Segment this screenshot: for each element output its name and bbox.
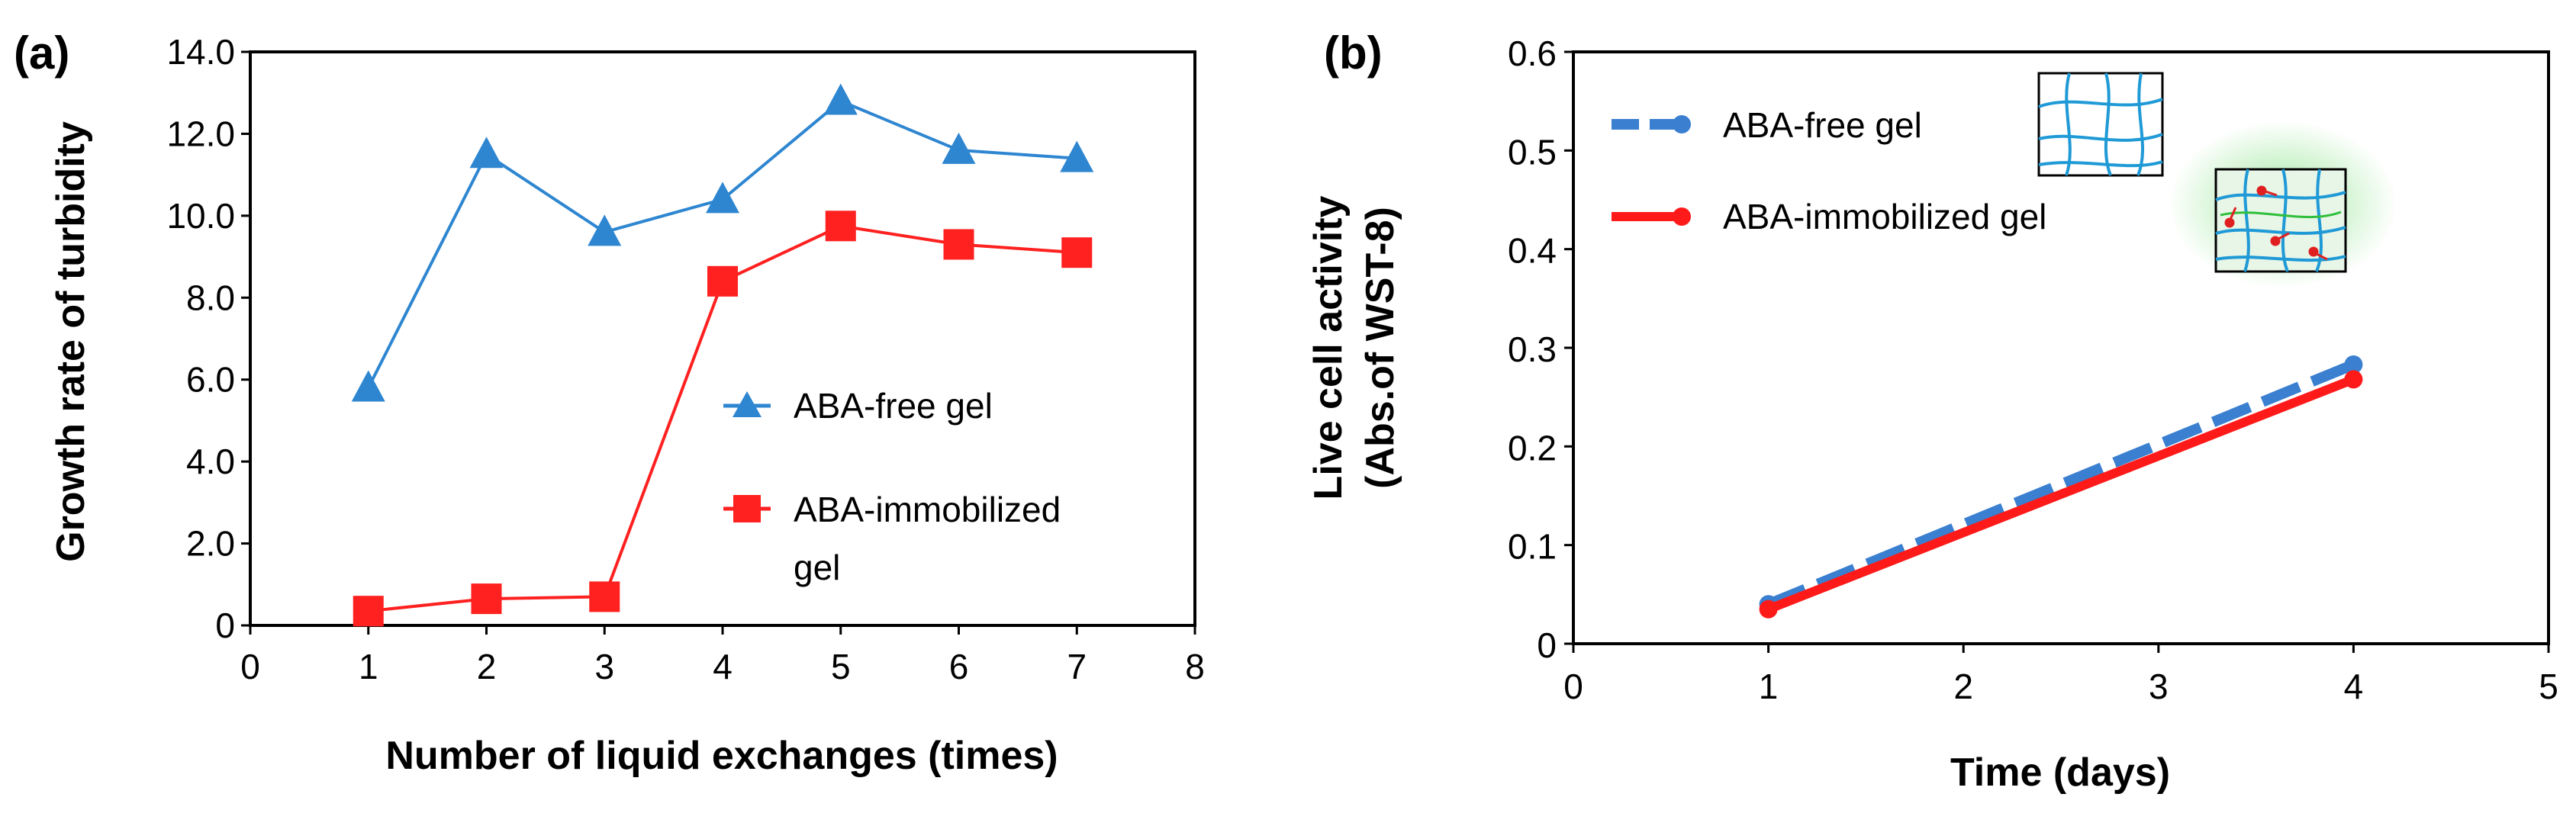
- data-point-a-immob: [589, 581, 620, 612]
- legend-b-marker-immob: [1673, 207, 1691, 226]
- x-tick-label-a: 7: [1067, 647, 1087, 686]
- data-point-a-immob: [707, 265, 738, 297]
- series-line-b-0: [1766, 359, 2356, 609]
- data-point-a-immob: [825, 211, 856, 242]
- legend-a-label-immob: ABA-immobilized: [794, 490, 1061, 529]
- y-tick-label-b: 0.4: [1508, 231, 1557, 271]
- y-tick-label-a: 14.0: [166, 32, 235, 72]
- legend-b: ABA-free gel ABA-immobilized gel: [1612, 105, 2046, 236]
- data-point-a-free: [1060, 140, 1094, 172]
- x-tick-label-b: 4: [2344, 667, 2364, 706]
- x-tick-label-a: 4: [713, 647, 733, 686]
- legend-a-marker-immob: [733, 495, 761, 522]
- x-tick-label-a: 3: [594, 647, 614, 686]
- aba-gel-network-icon: [2169, 121, 2397, 288]
- x-tick-label-b: 3: [2149, 667, 2169, 706]
- y-tick-label-a: 8.0: [186, 278, 235, 317]
- y-tick-label-a: 10.0: [166, 196, 235, 236]
- y-tick-label-b: 0.2: [1508, 428, 1557, 468]
- x-tick-label-a: 5: [831, 647, 851, 686]
- legend-a-label-immob-line2: gel: [794, 548, 840, 587]
- data-point-a-free: [469, 137, 504, 169]
- panel-a-label: (a): [14, 27, 69, 79]
- y-tick-label-a: 12.0: [166, 114, 235, 153]
- y-axis-label-b: Live cell activity: [1306, 195, 1351, 500]
- legend-a: ABA-free gel ABA-immobilized gel: [723, 386, 1061, 587]
- x-tick-label-a: 0: [240, 647, 260, 686]
- data-point-a-immob: [943, 229, 974, 260]
- legend-a-label-free: ABA-free gel: [794, 386, 993, 426]
- legend-a-marker-free: [733, 391, 762, 417]
- data-point-a-free: [588, 214, 622, 246]
- y-tick-label-b: 0.3: [1508, 329, 1557, 369]
- data-point-a-immob: [353, 596, 384, 627]
- data-point-a-free: [942, 132, 976, 164]
- series-line-b-1: [1766, 374, 2355, 614]
- y-axis-label-a: Growth rate of turbidity: [49, 121, 93, 562]
- y-tick-label-b: 0: [1537, 625, 1557, 665]
- data-point-b-1: [1759, 599, 1778, 619]
- data-point-a-immob: [1061, 237, 1093, 268]
- x-tick-label-b: 5: [2539, 667, 2558, 706]
- chart-b: (b) 0 0.1 0.2 0.3 0.4 0.5 0.6 0 1 2 3 4 5 Time (day…: [1306, 27, 2558, 795]
- x-tick-label-a: 2: [477, 647, 497, 686]
- y-axis-label-b-line2: (Abs.of WST-8): [1358, 207, 1402, 489]
- y-tick-label-a: 6.0: [186, 360, 235, 400]
- y-tick-label-a: 0: [215, 606, 235, 645]
- data-point-a-free: [823, 83, 858, 115]
- panel-b-label: (b): [1324, 27, 1383, 79]
- y-tick-label-b: 0.6: [1508, 34, 1557, 73]
- data-point-a-immob: [471, 583, 502, 615]
- y-tick-label-b: 0.1: [1508, 527, 1557, 567]
- data-point-a-free: [351, 370, 385, 402]
- data-point-a-free: [706, 182, 739, 214]
- y-tick-label-a: 4.0: [186, 442, 235, 481]
- x-tick-label-a: 1: [359, 647, 378, 686]
- gel-network-icon: [2037, 72, 2164, 177]
- y-tick-label-b: 0.5: [1508, 132, 1557, 172]
- x-tick-label-a: 8: [1185, 647, 1205, 686]
- x-tick-label-a: 6: [949, 647, 969, 686]
- y-tick-label-a: 2.0: [186, 524, 235, 564]
- legend-b-label-immob: ABA-immobilized gel: [1723, 197, 2046, 236]
- x-axis-label-a: Number of liquid exchanges (times): [385, 734, 1058, 778]
- x-axis-label-b: Time (days): [1950, 750, 2170, 795]
- x-tick-label-b: 0: [1563, 667, 1583, 706]
- data-point-b-0: [2344, 355, 2363, 374]
- data-point-b-1: [2344, 370, 2363, 389]
- legend-b-label-free: ABA-free gel: [1723, 105, 1922, 145]
- x-tick-label-b: 2: [1953, 667, 1973, 706]
- x-tick-label-b: 1: [1759, 667, 1779, 706]
- legend-b-marker-free: [1673, 115, 1691, 133]
